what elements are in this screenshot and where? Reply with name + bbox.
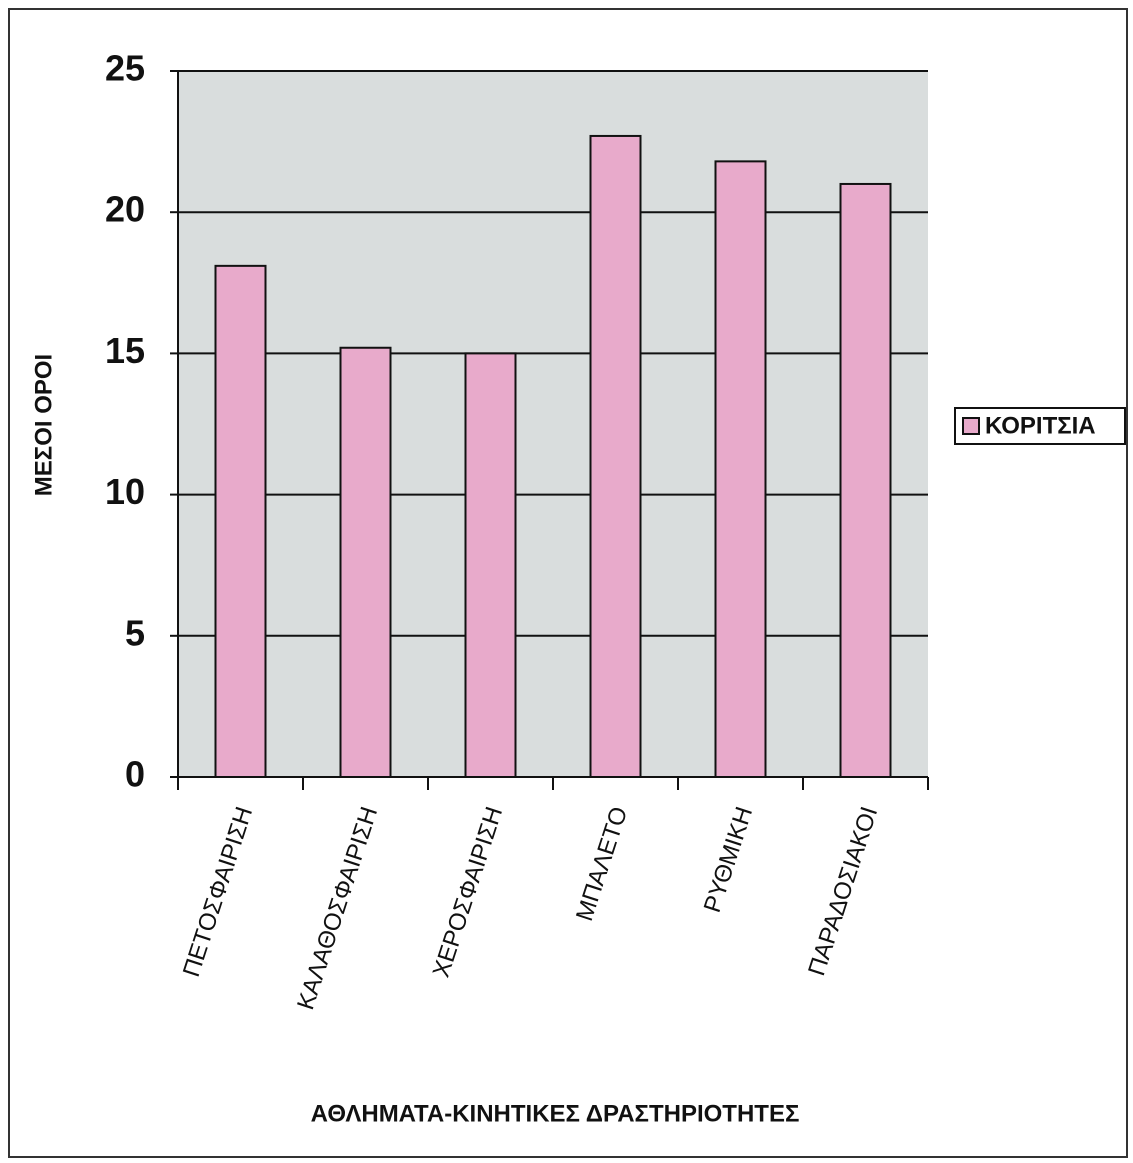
y-tick-label: 20 — [105, 189, 145, 230]
legend-label: ΚΟΡΙΤΣΙΑ — [985, 412, 1096, 439]
bar — [714, 160, 767, 779]
y-axis-title: ΜΕΣΟΙ ΟΡΟΙ — [30, 354, 57, 496]
y-tick-label: 15 — [105, 330, 145, 371]
y-tick-label: 25 — [105, 48, 145, 89]
bar — [589, 134, 642, 778]
legend-box — [954, 407, 1126, 445]
bar — [214, 264, 267, 778]
bar — [839, 182, 892, 778]
bar — [339, 346, 392, 778]
y-tick-label: 0 — [125, 754, 145, 795]
y-tick-label: 5 — [125, 612, 145, 653]
plot-area — [178, 71, 928, 777]
legend-swatch — [962, 417, 980, 435]
x-axis-title: ΑΘΛΗΜΑΤΑ-ΚΙΝΗΤΙΚΕΣ ΔΡΑΣΤΗΡΙΟΤΗΤΕΣ — [311, 1100, 800, 1127]
bar — [464, 352, 517, 778]
y-tick-label: 10 — [105, 471, 145, 512]
